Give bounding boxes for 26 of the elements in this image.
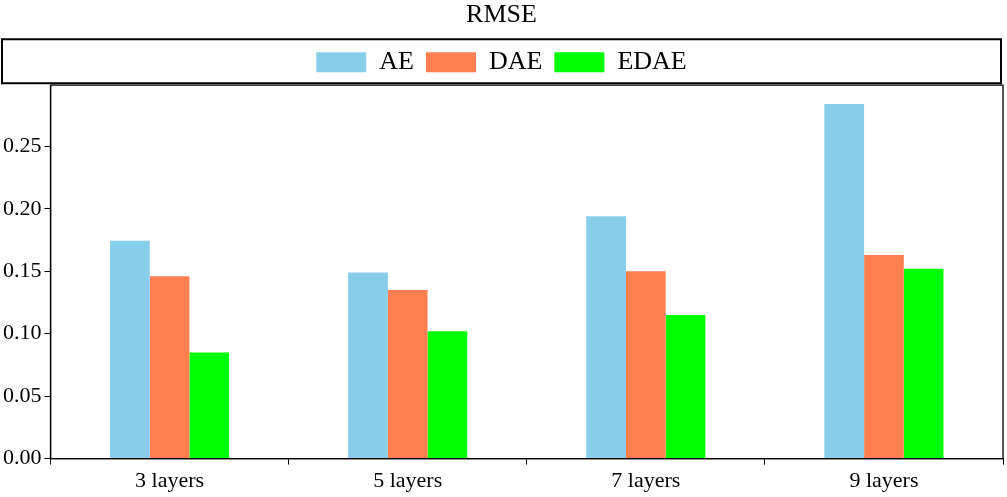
bar [903, 268, 944, 459]
bar [824, 103, 865, 459]
x-tick-label: 7 layers [611, 466, 681, 492]
y-tick-label: 0.15 [3, 257, 42, 283]
bar [149, 276, 190, 459]
x-tick-label: 5 layers [373, 466, 443, 492]
legend-label: DAE [488, 46, 543, 76]
legend-label: AE [379, 46, 414, 76]
bar [110, 240, 150, 459]
y-tick-label: 0.20 [3, 194, 42, 220]
bar [427, 331, 468, 459]
x-tick-label: 9 layers [849, 466, 919, 492]
bar [665, 314, 706, 459]
bar [864, 255, 904, 459]
x-tick-label: 3 layers [135, 466, 205, 492]
legend-label: EDAE [617, 46, 687, 76]
y-tick-label: 0.00 [3, 444, 42, 470]
y-tick-label: 0.25 [3, 132, 42, 158]
y-tick-label: 0.05 [3, 381, 42, 407]
bar [586, 216, 626, 459]
bar [387, 290, 428, 459]
y-tick-label: 0.10 [3, 319, 42, 345]
bar [625, 271, 666, 459]
chart-title: RMSE [466, 0, 537, 29]
bar [189, 352, 230, 459]
bar [348, 272, 388, 459]
